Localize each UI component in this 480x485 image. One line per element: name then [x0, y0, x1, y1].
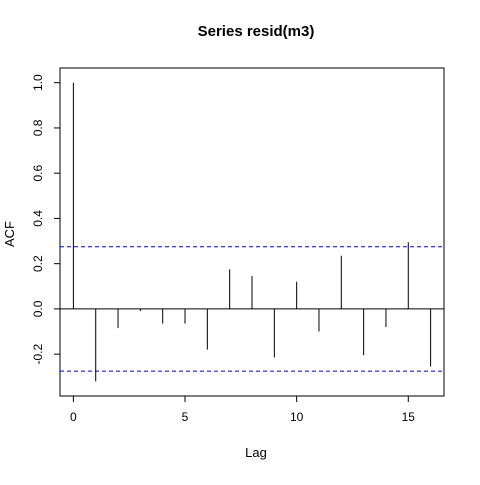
x-tick-label: 10 [290, 410, 304, 424]
chart-title: Series resid(m3) [198, 23, 315, 40]
plot-frame [59, 67, 445, 397]
y-tick-label: 0.4 [31, 210, 45, 227]
y-axis-label: ACF [2, 221, 17, 247]
x-axis-label: Lag [245, 445, 267, 460]
x-tick-label: 5 [182, 410, 189, 424]
y-tick-label: 0.6 [31, 165, 45, 182]
x-tick-label: 0 [70, 410, 77, 424]
chart-marks: 0 5 10 15 -0.2 0.0 0.2 0.4 0.6 0.8 1.0 [31, 74, 444, 424]
y-tick-label: -0.2 [31, 343, 45, 364]
y-tick-label: 0.0 [31, 300, 45, 317]
x-tick-label: 15 [402, 410, 416, 424]
y-tick-label: 0.8 [31, 119, 45, 136]
y-tick-label: 1.0 [31, 74, 45, 91]
y-tick-label: 0.2 [31, 255, 45, 272]
